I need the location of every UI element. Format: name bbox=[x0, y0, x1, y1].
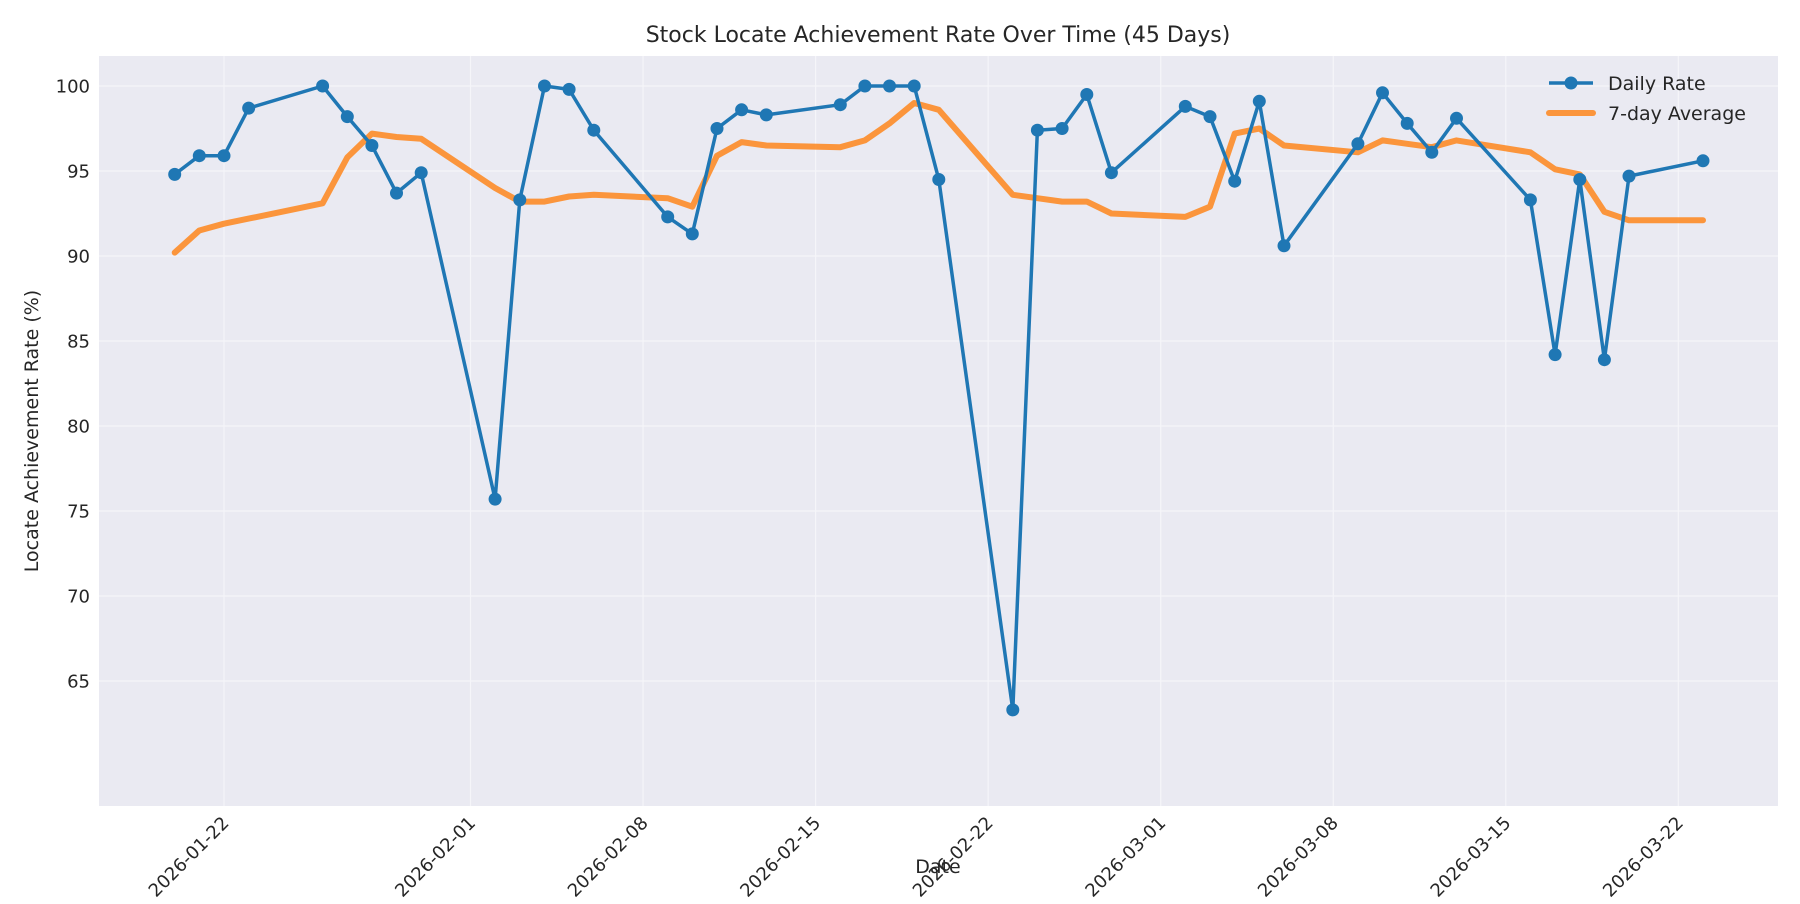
x-gridlines bbox=[223, 56, 1679, 806]
data-point-marker bbox=[1030, 123, 1044, 137]
data-point-marker bbox=[710, 122, 724, 135]
data-point-marker bbox=[340, 110, 354, 124]
y-tick-label: 90 bbox=[67, 247, 90, 268]
data-point-marker bbox=[1622, 169, 1636, 183]
data-point-marker bbox=[1252, 94, 1266, 108]
x-tick-label: 2026-02-08 bbox=[564, 813, 653, 900]
x-tick-label: 2026-03-08 bbox=[1254, 813, 1343, 900]
data-point-marker bbox=[488, 492, 502, 506]
data-point-marker bbox=[1178, 99, 1192, 113]
plot-area bbox=[99, 56, 1778, 806]
data-point-marker bbox=[365, 139, 379, 152]
x-tick-label: 2026-02-01 bbox=[391, 813, 480, 900]
y-axis-label: Locate Achievement Rate (%) bbox=[21, 290, 43, 572]
data-point-marker bbox=[217, 149, 231, 163]
y-tick-label: 100 bbox=[56, 77, 90, 98]
data-point-marker bbox=[907, 79, 921, 93]
data-point-marker bbox=[1450, 111, 1463, 125]
x-tick-label: 2026-03-22 bbox=[1599, 813, 1688, 900]
data-point-marker bbox=[759, 108, 773, 122]
series-daily-rate bbox=[168, 79, 1710, 717]
data-point-marker bbox=[1523, 193, 1537, 207]
data-point-marker bbox=[735, 103, 749, 117]
data-point-marker bbox=[587, 123, 601, 137]
data-point-marker bbox=[1376, 86, 1389, 100]
y-tick-label: 70 bbox=[67, 587, 90, 608]
data-point-marker bbox=[1277, 239, 1291, 253]
series-7day-average bbox=[171, 100, 1706, 256]
data-point-marker bbox=[1696, 154, 1710, 168]
y-tick-label: 80 bbox=[67, 417, 90, 438]
data-point-marker bbox=[883, 79, 896, 93]
x-tick-label: 2026-03-15 bbox=[1427, 813, 1516, 900]
data-point-marker bbox=[1055, 122, 1069, 135]
data-point-marker bbox=[1425, 145, 1439, 159]
x-tick-label: 2026-02-15 bbox=[736, 813, 825, 900]
average-line bbox=[171, 100, 1706, 256]
data-point-marker bbox=[390, 186, 403, 200]
legend-marker-icon bbox=[1564, 76, 1578, 90]
data-point-marker bbox=[1104, 166, 1118, 180]
data-point-marker bbox=[1400, 116, 1414, 130]
data-point-marker bbox=[1228, 174, 1242, 188]
data-point-marker bbox=[242, 101, 256, 115]
data-point-marker bbox=[513, 193, 527, 207]
data-point-marker bbox=[562, 82, 576, 96]
legend-label: Daily Rate bbox=[1608, 73, 1706, 95]
data-point-marker bbox=[661, 210, 675, 224]
y-tick-label: 75 bbox=[67, 502, 90, 523]
x-axis-label: Date bbox=[915, 856, 960, 878]
data-point-marker bbox=[1080, 88, 1094, 101]
data-point-marker bbox=[1548, 348, 1562, 362]
data-point-marker bbox=[1203, 110, 1217, 124]
data-point-marker bbox=[685, 227, 699, 241]
y-axis-ticks: 65 70 75 80 85 90 95 100 bbox=[56, 77, 90, 693]
y-tick-label: 95 bbox=[67, 162, 90, 183]
data-point-marker bbox=[833, 98, 847, 112]
legend-label: 7-day Average bbox=[1608, 103, 1746, 125]
data-point-marker bbox=[1597, 353, 1611, 367]
data-point-marker bbox=[1006, 703, 1020, 717]
legend: Daily Rate 7-day Average bbox=[1546, 73, 1746, 125]
data-point-marker bbox=[858, 79, 872, 93]
data-point-marker bbox=[538, 79, 551, 93]
data-point-marker bbox=[1573, 173, 1587, 186]
y-gridlines bbox=[99, 85, 1778, 682]
y-tick-label: 85 bbox=[67, 332, 90, 353]
data-point-marker bbox=[168, 167, 182, 181]
chart-title: Stock Locate Achievement Rate Over Time … bbox=[646, 23, 1231, 48]
legend-item-daily-rate: Daily Rate bbox=[1549, 73, 1706, 95]
x-tick-label: 2026-03-01 bbox=[1081, 813, 1170, 900]
x-tick-label: 2026-01-22 bbox=[145, 813, 234, 900]
data-point-marker bbox=[414, 166, 428, 180]
legend-item-7day-average: 7-day Average bbox=[1546, 103, 1746, 125]
data-point-marker bbox=[192, 149, 206, 163]
data-point-marker bbox=[1351, 137, 1365, 151]
data-point-marker bbox=[932, 173, 946, 186]
y-tick-label: 65 bbox=[67, 672, 90, 693]
data-point-marker bbox=[316, 79, 330, 93]
